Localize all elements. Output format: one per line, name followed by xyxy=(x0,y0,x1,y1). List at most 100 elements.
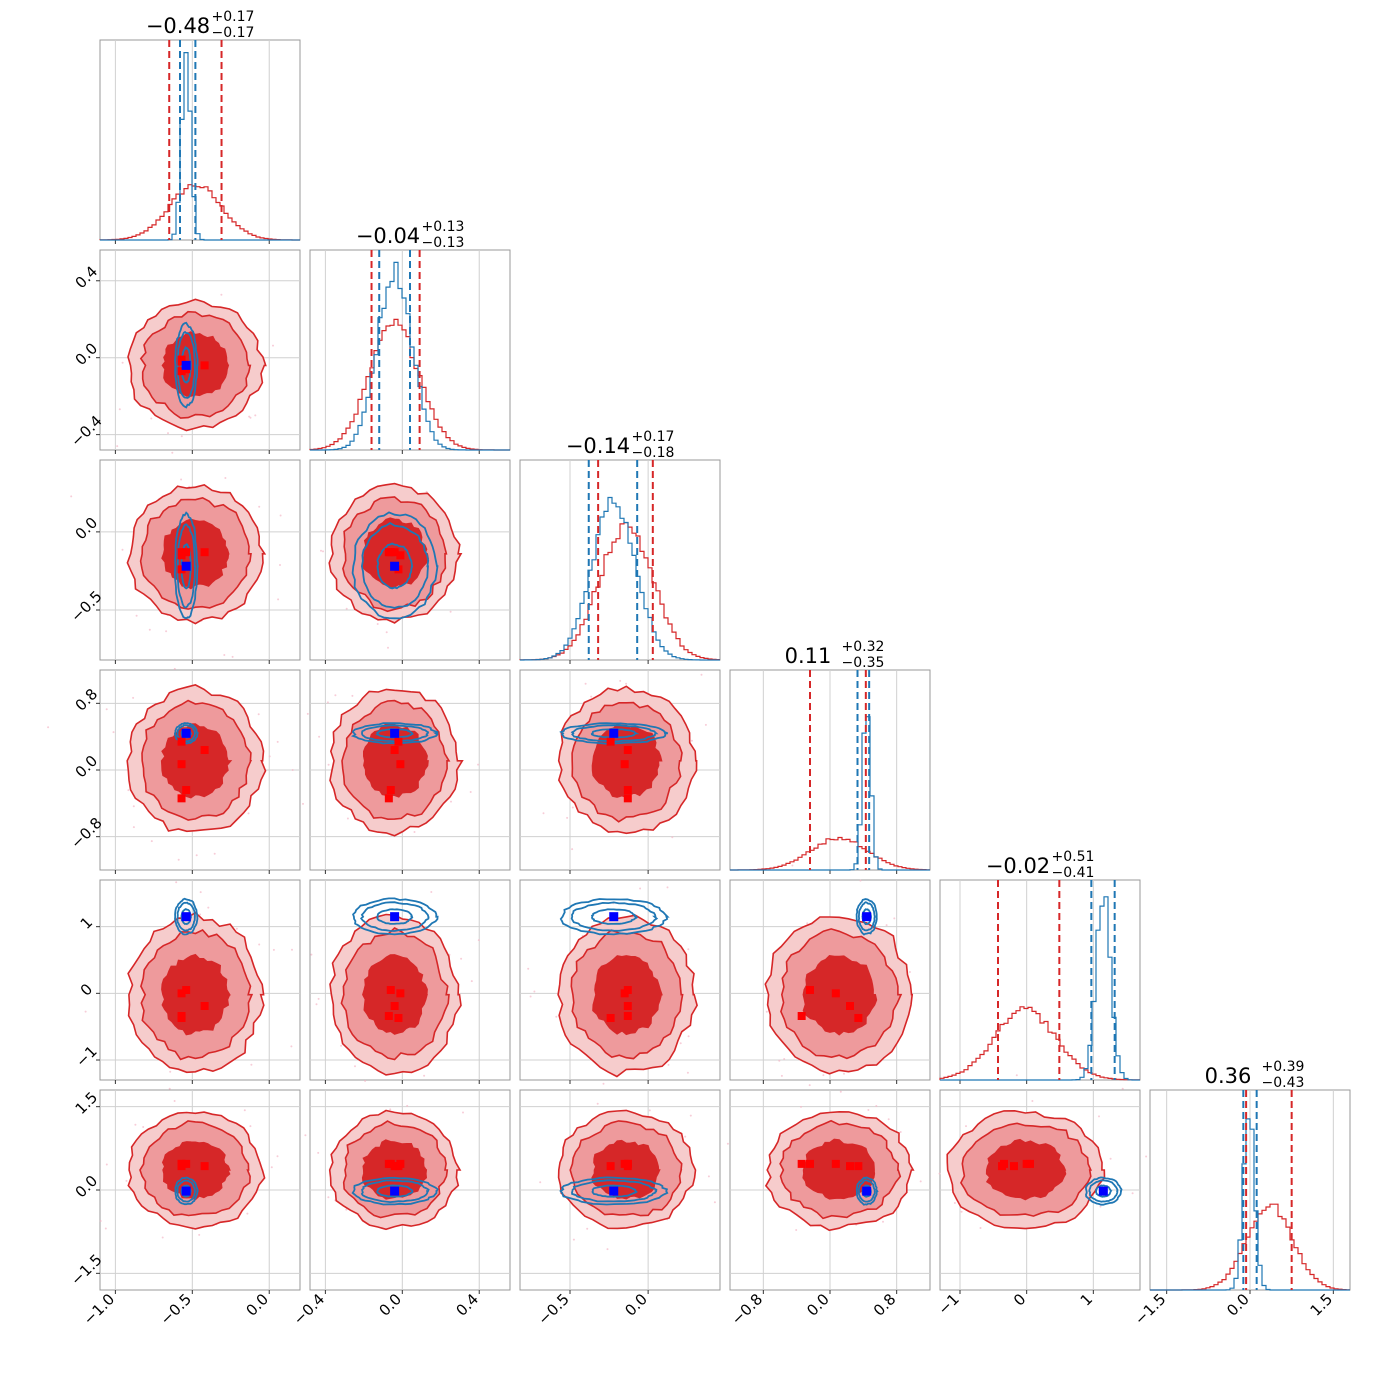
sample-point xyxy=(376,623,379,625)
sample-point xyxy=(533,990,536,993)
red-marker xyxy=(396,760,405,769)
sample-point xyxy=(177,858,180,861)
red-marker xyxy=(394,1014,403,1022)
y-tick-label: 0.0 xyxy=(72,339,102,369)
sample-point xyxy=(389,1108,392,1111)
red-marker xyxy=(386,1159,395,1168)
sample-point xyxy=(1131,1192,1134,1195)
sample-point xyxy=(258,505,261,508)
blue-marker xyxy=(390,1186,400,1196)
blue-histogram xyxy=(520,496,720,661)
sample-point xyxy=(689,1114,692,1117)
panel-3-3: 0.11 +0.32−0.35 xyxy=(729,639,931,874)
blue-histogram xyxy=(310,261,510,451)
blue-marker xyxy=(390,912,400,922)
sample-point xyxy=(690,739,693,742)
sample-point xyxy=(726,1142,729,1145)
sample-point xyxy=(859,879,862,882)
sample-point xyxy=(1145,1155,1148,1158)
sample-point xyxy=(596,1102,599,1105)
sample-point xyxy=(220,293,223,296)
red-marker xyxy=(177,551,186,560)
red-marker xyxy=(384,794,393,803)
sample-point xyxy=(306,712,309,715)
blue-marker xyxy=(181,728,191,738)
red-marker xyxy=(854,1162,863,1171)
blue-histogram xyxy=(940,896,1140,1081)
blue-contour-inner xyxy=(376,1184,414,1198)
panel-frame xyxy=(939,879,1141,1081)
red-marker xyxy=(396,551,405,560)
sample-point xyxy=(322,550,324,553)
sample-point xyxy=(351,694,354,697)
red-marker xyxy=(623,1159,632,1168)
sample-point xyxy=(127,789,130,792)
sample-point xyxy=(199,913,202,916)
sample-point xyxy=(822,1074,825,1077)
red-marker xyxy=(806,1159,814,1168)
y-tick-label: 0.0 xyxy=(72,752,102,782)
sample-point xyxy=(430,891,433,893)
sample-point xyxy=(326,701,329,704)
x-tick-label: 0.0 xyxy=(242,1290,272,1320)
sample-point xyxy=(477,939,480,942)
sample-point xyxy=(423,1074,426,1077)
sample-point xyxy=(450,800,452,803)
x-tick-label: 0.0 xyxy=(376,1290,406,1320)
red-marker xyxy=(806,986,814,994)
blue-contour-outer xyxy=(855,1176,879,1206)
red-contour-inner xyxy=(362,954,428,1035)
sample-point xyxy=(121,361,124,364)
sample-point xyxy=(885,924,888,927)
panel-4-0 xyxy=(84,858,301,1092)
blue-contour-mid xyxy=(176,1179,196,1203)
sample-point xyxy=(713,1201,716,1204)
blue-contour-mid xyxy=(176,724,197,743)
panel-5-5: 0.36 +0.39−0.43 xyxy=(1149,1059,1351,1294)
panel-4-4: −0.02 +0.51−0.41 xyxy=(939,849,1141,1084)
red-marker xyxy=(182,1159,191,1168)
blue-contour-outer xyxy=(174,321,199,409)
x-tick-label: −0.4 xyxy=(290,1290,328,1328)
sample-point xyxy=(173,667,176,670)
sample-point xyxy=(334,694,337,697)
sample-point xyxy=(276,1155,279,1158)
panel-4-1 xyxy=(291,879,511,1114)
sample-point xyxy=(105,1163,108,1166)
sample-point xyxy=(345,607,348,610)
sample-point xyxy=(104,1227,107,1230)
param-title: −0.48 xyxy=(146,14,210,38)
panel-5-2 xyxy=(519,1082,729,1294)
sample-point xyxy=(566,816,569,819)
blue-contour-outer xyxy=(174,897,199,936)
sample-point xyxy=(142,1126,145,1128)
sample-point xyxy=(839,1090,842,1093)
sample-point xyxy=(304,1134,307,1137)
panel-1-1: −0.04 +0.13−0.13 xyxy=(309,219,511,454)
sample-point xyxy=(270,1166,273,1169)
sample-point xyxy=(778,1059,781,1062)
sample-point xyxy=(161,1236,164,1239)
red-marker xyxy=(623,794,632,803)
sample-point xyxy=(527,967,530,970)
panel-4-2 xyxy=(519,879,721,1121)
blue-contour-inner xyxy=(590,728,640,739)
sample-point xyxy=(602,1082,605,1085)
red-marker xyxy=(182,786,191,794)
panel-3-1 xyxy=(291,646,511,874)
blue-marker xyxy=(181,561,191,571)
red-marker xyxy=(177,760,186,769)
param-title: −0.04 xyxy=(356,224,420,248)
sample-point xyxy=(700,673,703,676)
blue-contour-outer xyxy=(559,722,669,745)
sample-point xyxy=(953,1202,956,1204)
sample-point xyxy=(590,695,593,698)
param-title-plus: +0.32 xyxy=(842,639,885,655)
sample-point xyxy=(938,1172,941,1175)
sample-point xyxy=(171,451,174,454)
sample-point xyxy=(310,953,313,956)
blue-contour-outer xyxy=(351,722,439,745)
sample-point xyxy=(268,755,271,758)
sample-point xyxy=(1015,1074,1018,1077)
